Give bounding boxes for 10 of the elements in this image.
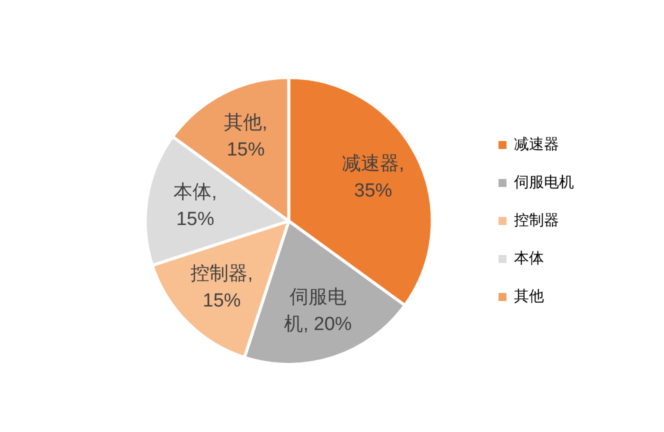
data-label: 本体, 15% (174, 182, 217, 230)
legend-label: 伺服电机 (514, 174, 574, 192)
data-label: 其他, 15% (224, 112, 268, 160)
data-label: 减速器, 35% (342, 154, 404, 202)
legend-label: 控制器 (514, 212, 559, 230)
legend-label: 减速器 (514, 136, 559, 154)
data-label: 伺服电机, 20% (284, 286, 352, 335)
legend-label: 其他 (514, 288, 544, 306)
legend-label: 本体 (514, 250, 544, 268)
data-label: 控制器, 15% (190, 264, 253, 312)
